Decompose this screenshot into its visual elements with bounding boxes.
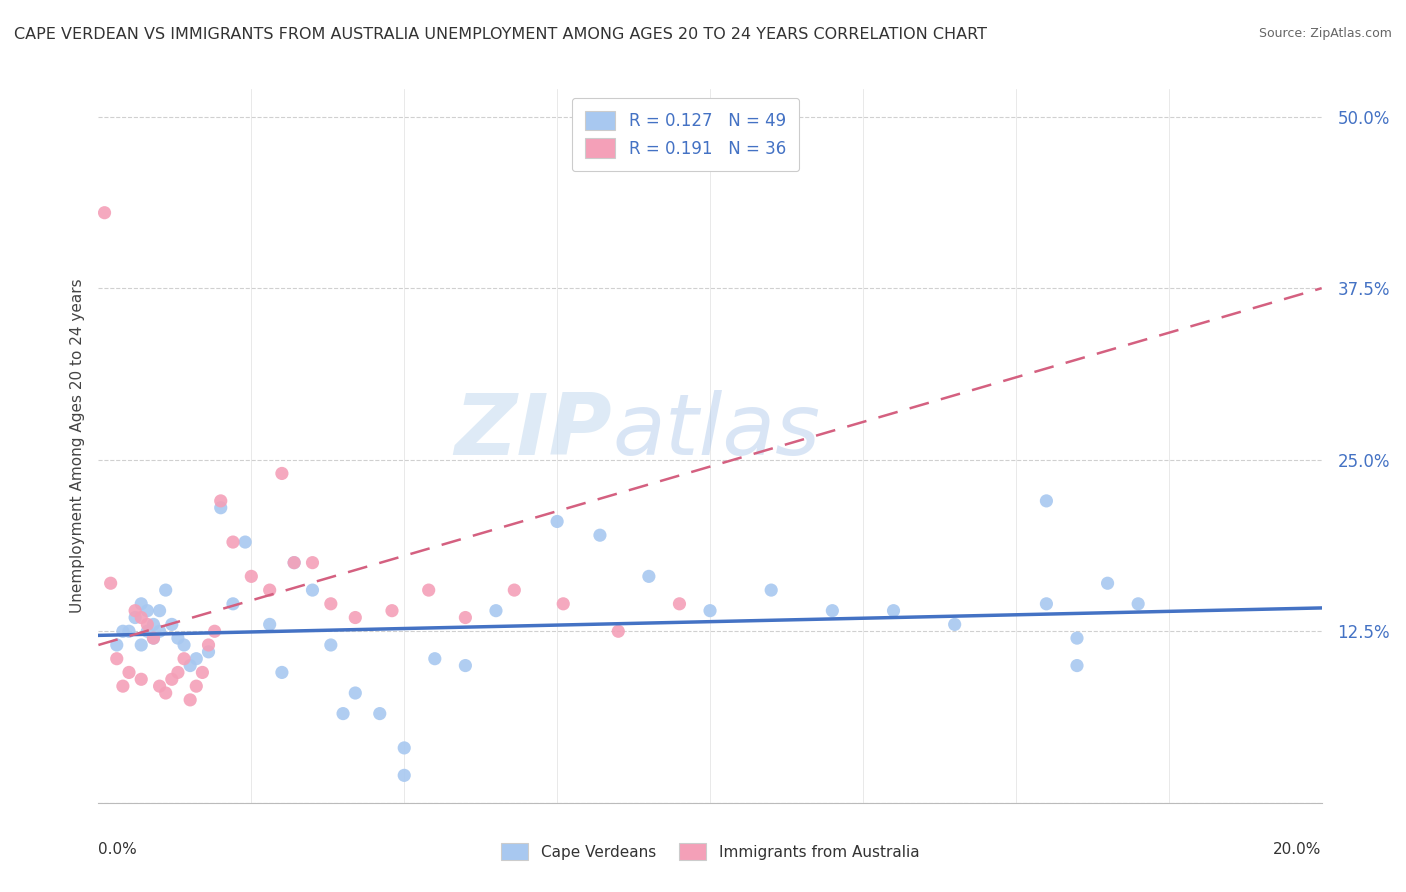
Text: CAPE VERDEAN VS IMMIGRANTS FROM AUSTRALIA UNEMPLOYMENT AMONG AGES 20 TO 24 YEARS: CAPE VERDEAN VS IMMIGRANTS FROM AUSTRALI… bbox=[14, 27, 987, 42]
Point bbox=[222, 535, 245, 549]
Point bbox=[136, 604, 159, 618]
Point bbox=[368, 706, 391, 721]
Point bbox=[1066, 631, 1088, 645]
Point bbox=[485, 604, 508, 618]
Point bbox=[149, 624, 172, 639]
Point bbox=[883, 604, 905, 618]
Point bbox=[142, 631, 165, 645]
Point bbox=[454, 610, 477, 624]
Point bbox=[301, 556, 323, 570]
Text: atlas: atlas bbox=[612, 390, 820, 474]
Point bbox=[149, 679, 172, 693]
Point bbox=[319, 638, 342, 652]
Point bbox=[186, 651, 208, 665]
Point bbox=[111, 679, 134, 693]
Point bbox=[259, 583, 281, 598]
Point bbox=[93, 205, 115, 219]
Point bbox=[209, 494, 232, 508]
Point bbox=[423, 651, 446, 665]
Point bbox=[136, 617, 159, 632]
Point bbox=[179, 693, 201, 707]
Point bbox=[129, 673, 152, 687]
Point bbox=[197, 638, 219, 652]
Point bbox=[142, 631, 165, 645]
Point bbox=[668, 597, 690, 611]
Point bbox=[1066, 658, 1088, 673]
Point bbox=[179, 658, 201, 673]
Point bbox=[503, 583, 526, 598]
Point bbox=[155, 686, 177, 700]
Point bbox=[1035, 494, 1057, 508]
Point bbox=[129, 610, 152, 624]
Point bbox=[607, 624, 630, 639]
Point bbox=[637, 569, 661, 583]
Point bbox=[270, 467, 292, 481]
Text: Source: ZipAtlas.com: Source: ZipAtlas.com bbox=[1258, 27, 1392, 40]
Point bbox=[259, 617, 281, 632]
Point bbox=[381, 604, 404, 618]
Point bbox=[105, 638, 128, 652]
Point bbox=[392, 768, 416, 782]
Point bbox=[1128, 597, 1150, 611]
Point bbox=[191, 665, 214, 680]
Point bbox=[149, 604, 172, 618]
Point bbox=[118, 624, 141, 639]
Point bbox=[821, 604, 844, 618]
Point bbox=[129, 597, 152, 611]
Point bbox=[111, 624, 134, 639]
Legend: Cape Verdeans, Immigrants from Australia: Cape Verdeans, Immigrants from Australia bbox=[495, 837, 925, 866]
Point bbox=[240, 569, 263, 583]
Point bbox=[160, 617, 183, 632]
Point bbox=[233, 535, 256, 549]
Text: ZIP: ZIP bbox=[454, 390, 612, 474]
Point bbox=[589, 528, 612, 542]
Point bbox=[136, 624, 159, 639]
Point bbox=[167, 631, 190, 645]
Point bbox=[105, 651, 128, 665]
Point bbox=[344, 686, 367, 700]
Point bbox=[759, 583, 782, 598]
Point bbox=[283, 556, 305, 570]
Point bbox=[1035, 597, 1057, 611]
Point bbox=[332, 706, 354, 721]
Point bbox=[319, 597, 342, 611]
Point bbox=[173, 651, 195, 665]
Point bbox=[160, 673, 183, 687]
Point bbox=[129, 638, 152, 652]
Point bbox=[392, 740, 416, 755]
Text: 20.0%: 20.0% bbox=[1274, 842, 1322, 857]
Point bbox=[155, 583, 177, 598]
Point bbox=[344, 610, 367, 624]
Point bbox=[418, 583, 440, 598]
Y-axis label: Unemployment Among Ages 20 to 24 years: Unemployment Among Ages 20 to 24 years bbox=[69, 278, 84, 614]
Point bbox=[943, 617, 966, 632]
Point bbox=[100, 576, 122, 591]
Point bbox=[118, 665, 141, 680]
Point bbox=[197, 645, 219, 659]
Point bbox=[1097, 576, 1119, 591]
Point bbox=[699, 604, 721, 618]
Point bbox=[222, 597, 245, 611]
Point bbox=[173, 638, 195, 652]
Point bbox=[283, 556, 305, 570]
Text: 0.0%: 0.0% bbox=[98, 842, 138, 857]
Point bbox=[454, 658, 477, 673]
Point bbox=[186, 679, 208, 693]
Point bbox=[167, 665, 190, 680]
Point bbox=[124, 604, 146, 618]
Point bbox=[301, 583, 323, 598]
Point bbox=[209, 500, 232, 515]
Point bbox=[553, 597, 575, 611]
Point bbox=[142, 617, 165, 632]
Point bbox=[204, 624, 226, 639]
Point bbox=[124, 610, 146, 624]
Point bbox=[546, 515, 568, 529]
Point bbox=[270, 665, 292, 680]
